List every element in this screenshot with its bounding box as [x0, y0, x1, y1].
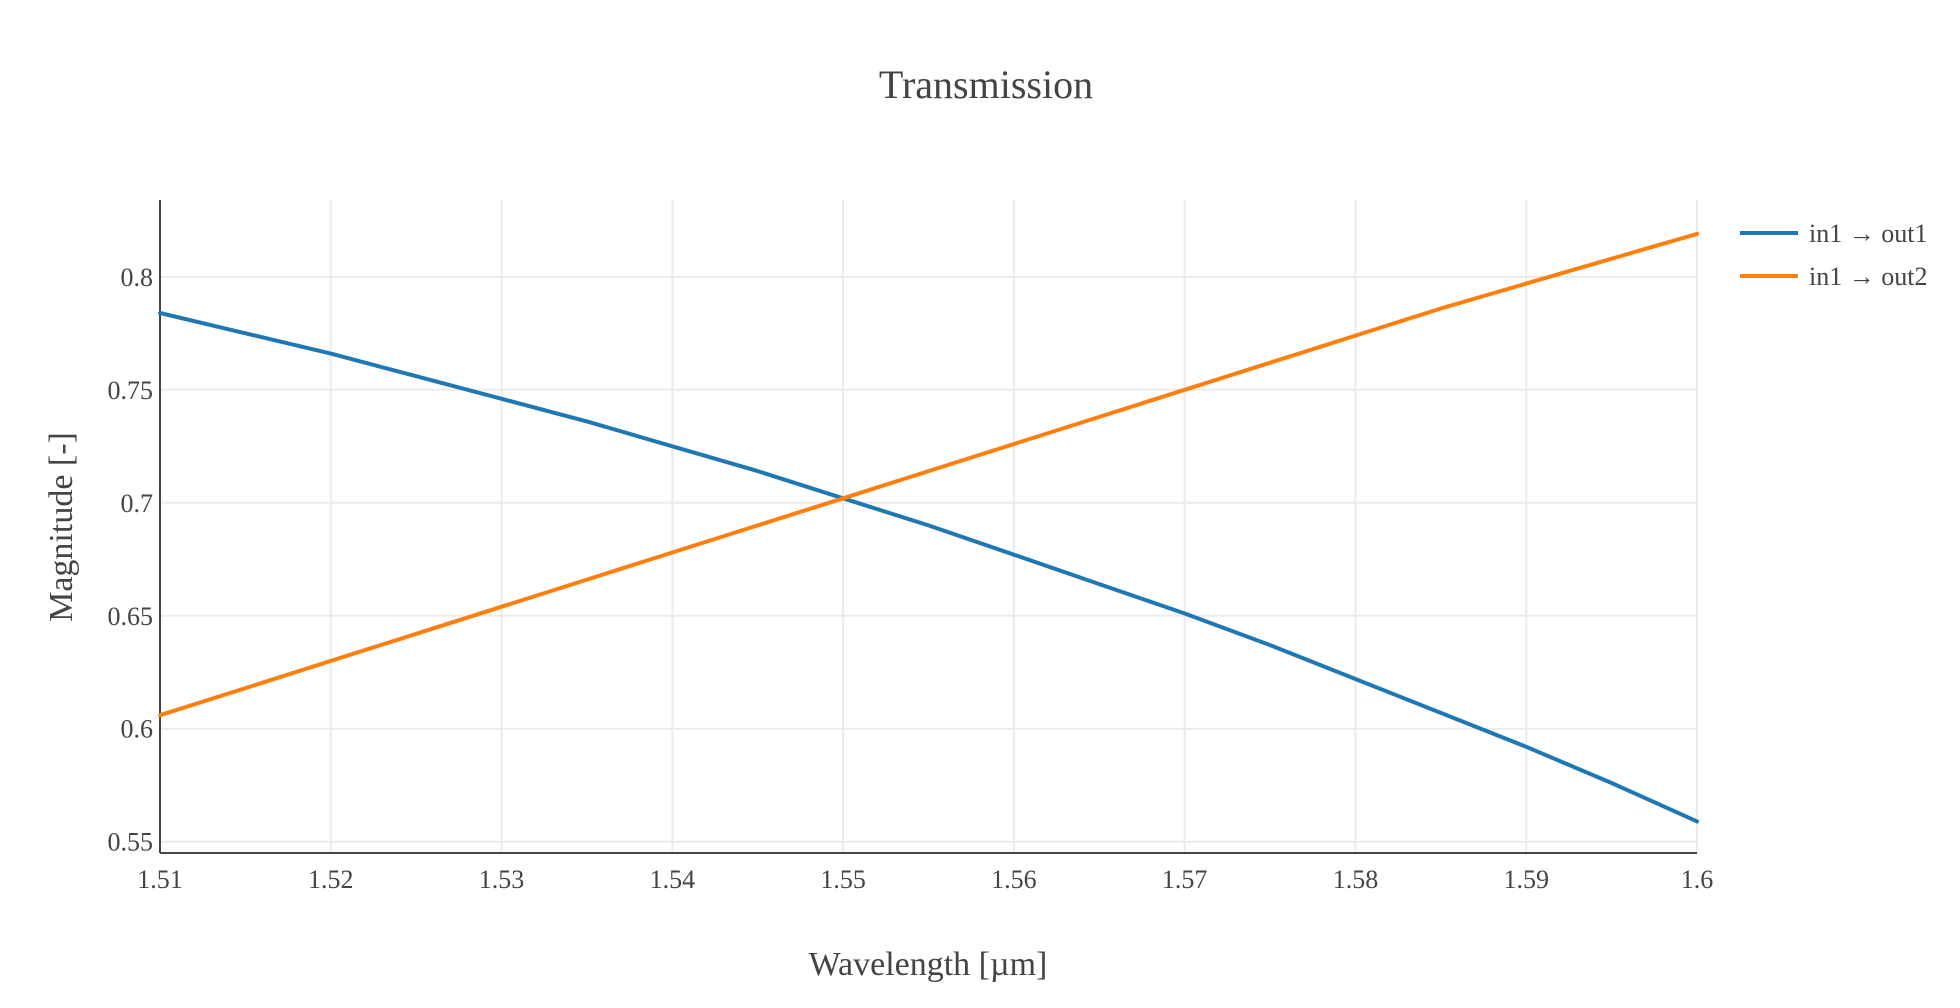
series-lines	[158, 231, 1699, 824]
y-tick-label: 0.75	[108, 376, 154, 405]
legend-label: in1 → out1	[1809, 219, 1927, 248]
x-tick-label: 1.51	[137, 865, 183, 894]
y-tick-label: 0.65	[108, 602, 154, 631]
x-tick-label: 1.53	[479, 865, 525, 894]
y-tick-label: 0.6	[121, 715, 154, 744]
x-tick-label: 1.58	[1333, 865, 1379, 894]
x-tick-label: 1.54	[650, 865, 696, 894]
x-axis-ticks: 1.51 1.52 1.53 1.54 1.55 1.56 1.57 1.58 1.59 1.6	[137, 865, 1713, 894]
y-tick-label: 0.7	[121, 489, 154, 518]
series-line-1	[158, 311, 1699, 824]
x-tick-label: 1.6	[1681, 865, 1714, 894]
y-tick-label: 0.8	[121, 263, 154, 292]
legend-item[interactable]: in1 → out2	[1740, 262, 1927, 291]
x-tick-label: 1.59	[1503, 865, 1549, 894]
series-line-2	[158, 231, 1699, 718]
x-tick-label: 1.55	[820, 865, 866, 894]
x-tick-label: 1.52	[308, 865, 354, 894]
legend: in1 → out1 in1 → out2	[1740, 219, 1927, 291]
legend-label: in1 → out2	[1809, 262, 1927, 291]
y-axis-title: Magnitude [-]	[43, 432, 80, 622]
x-axis-title: Wavelength [µm]	[809, 946, 1048, 983]
grid	[160, 200, 1698, 853]
legend-item[interactable]: in1 → out1	[1740, 219, 1927, 248]
x-tick-label: 1.57	[1162, 865, 1208, 894]
y-axis-ticks: 0.55 0.6 0.65 0.7 0.75 0.8	[108, 263, 154, 857]
chart-title: Transmission	[879, 62, 1093, 107]
y-tick-label: 0.55	[108, 828, 154, 857]
x-tick-label: 1.56	[991, 865, 1037, 894]
